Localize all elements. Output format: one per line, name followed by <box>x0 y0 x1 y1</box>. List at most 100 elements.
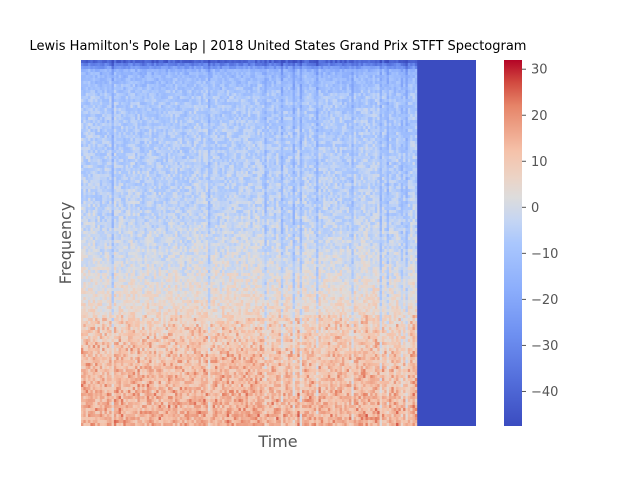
spectrogram-cell <box>102 150 105 154</box>
spectrogram-cell <box>109 414 112 418</box>
spectrogram-cell <box>149 168 152 172</box>
spectrogram-cell <box>128 117 131 121</box>
spectrogram-cell <box>125 327 129 331</box>
spectrogram-cell <box>160 282 164 286</box>
spectrogram-cell <box>85 201 89 205</box>
spectrogram-cell <box>113 363 117 367</box>
spectrogram-cell <box>167 384 171 388</box>
spectrogram-cell <box>132 93 136 97</box>
spectrogram-cell <box>104 288 108 292</box>
spectrogram-cell <box>128 378 131 382</box>
spectrogram-cell <box>160 69 164 73</box>
spectrogram-cell <box>146 123 150 127</box>
spectrogram-cell <box>102 168 105 172</box>
spectrogram-cell <box>167 330 171 334</box>
spectrogram-cell <box>135 216 138 220</box>
spectrogram-cell <box>109 93 112 97</box>
spectrogram-cell <box>139 63 143 67</box>
spectrogram-cell <box>111 363 115 367</box>
spectrogram-cell <box>167 204 171 208</box>
spectrogram-cell <box>118 387 122 391</box>
spectrogram-cell <box>95 348 98 352</box>
spectrogram-cell <box>104 231 108 235</box>
spectrogram-cell <box>149 204 152 208</box>
spectrogram-cell <box>130 390 134 394</box>
spectrogram-cell <box>144 408 148 412</box>
spectrogram-cell <box>132 288 136 292</box>
spectrogram-cell <box>165 141 169 145</box>
spectrogram-cell <box>90 231 94 235</box>
spectrogram-cell <box>92 414 96 418</box>
spectrogram-cell <box>158 408 162 412</box>
spectrogram-cell <box>144 186 148 190</box>
spectrogram-cell <box>116 207 120 211</box>
spectrogram-cell <box>113 387 117 391</box>
spectrogram-cell <box>156 195 159 199</box>
spectrogram-cell <box>92 135 96 139</box>
spectrogram-cell <box>109 183 112 187</box>
spectrogram-cell <box>116 132 120 136</box>
spectrogram-cell <box>99 90 103 94</box>
spectrogram-cell <box>102 282 105 286</box>
spectrogram-cell <box>130 348 134 352</box>
spectrogram-cell <box>83 126 87 130</box>
spectrogram-cell <box>111 366 115 370</box>
spectrogram-cell <box>111 273 115 277</box>
spectrogram-cell <box>123 327 127 331</box>
spectrogram-cell <box>99 315 103 319</box>
spectrogram-cell <box>88 198 91 202</box>
spectrogram-cell <box>102 189 105 193</box>
spectrogram-cell <box>149 411 152 415</box>
spectrogram-cell <box>128 396 131 400</box>
spectrogram-cell <box>158 210 162 214</box>
spectrogram-cell <box>81 99 84 103</box>
spectrogram-cell <box>95 252 98 256</box>
spectrogram-cell <box>88 333 91 337</box>
spectrogram-cell <box>137 402 141 406</box>
spectrogram-cell <box>88 345 91 349</box>
spectrogram-cell <box>85 240 89 244</box>
spectrogram-cell <box>142 252 145 256</box>
spectrogram-cell <box>120 264 124 268</box>
spectrogram-cell <box>88 303 91 307</box>
spectrogram-cell <box>139 96 143 100</box>
spectrogram-cell <box>130 318 134 322</box>
spectrogram-cell <box>120 285 124 289</box>
spectrogram-cell <box>116 387 120 391</box>
spectrogram-cell <box>170 348 174 352</box>
spectrogram-cell <box>135 369 138 373</box>
spectrogram-cell <box>130 108 134 112</box>
spectrogram-cell <box>99 348 103 352</box>
spectrogram-cell <box>153 138 157 142</box>
spectrogram-cell <box>123 423 127 426</box>
spectrogram-cell <box>165 249 169 253</box>
spectrogram-cell <box>102 234 105 238</box>
spectrogram-cell <box>116 87 120 91</box>
spectrogram-cell <box>92 297 96 301</box>
spectrogram-cell <box>160 294 164 298</box>
spectrogram-cell <box>90 255 94 259</box>
spectrogram-cell <box>170 384 174 388</box>
spectrogram-cell <box>175 384 178 388</box>
spectrogram-cell <box>123 309 127 313</box>
spectrogram-cell <box>167 162 171 166</box>
spectrogram-cell <box>113 375 117 379</box>
spectrogram-cell <box>123 321 127 325</box>
spectrogram-cell <box>128 303 131 307</box>
spectrogram-cell <box>128 315 131 319</box>
spectrogram-cell <box>151 324 155 328</box>
spectrogram-cell <box>120 93 124 97</box>
spectrogram-cell <box>111 345 115 349</box>
spectrogram-cell <box>104 381 108 385</box>
spectrogram-cell <box>146 213 150 217</box>
spectrogram-cell <box>92 204 96 208</box>
spectrogram-cell <box>172 390 176 394</box>
spectrogram-cell <box>163 126 167 130</box>
spectrogram-cell <box>83 210 87 214</box>
spectrogram-cell <box>125 186 129 190</box>
spectrogram-cell <box>128 342 131 346</box>
spectrogram-cell <box>153 318 157 322</box>
spectrogram-cell <box>170 420 174 424</box>
spectrogram-cell <box>95 303 98 307</box>
spectrogram-cell <box>90 99 94 103</box>
